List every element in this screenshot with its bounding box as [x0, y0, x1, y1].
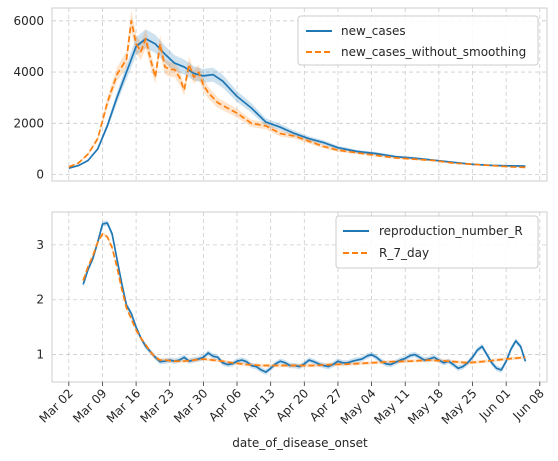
top-confidence-bands [68, 10, 526, 169]
confidence-band-0 [68, 29, 526, 169]
top-chart-panel: 0 2000 4000 6000 new_cases new_cases_withou… [13, 7, 548, 182]
x-tick-label: Mar 09 [70, 386, 109, 425]
x-tick-label: Jun 01 [476, 386, 513, 423]
x-tick-label: Mar 30 [171, 386, 210, 425]
x-tick-label: Mar 02 [37, 386, 76, 425]
bottom-y-tick-labels: 1 2 3 [36, 238, 44, 362]
series-line-1 [68, 19, 526, 169]
x-tick-label: May 04 [338, 386, 379, 427]
top-legend: new_cases new_cases_without_smoothing [297, 15, 539, 66]
x-tick-label: Jun 08 [510, 386, 547, 423]
y-tick-label: 3 [36, 238, 44, 252]
top-legend-label-0: new_cases [341, 24, 406, 38]
x-tick-label: Mar 16 [104, 386, 143, 425]
y-tick-label: 2 [36, 293, 44, 307]
x-tick-label: May 18 [405, 386, 446, 427]
x-tick-label: Apr 20 [273, 386, 311, 424]
top-legend-box [297, 15, 539, 66]
y-tick-label: 2000 [13, 116, 44, 130]
bottom-grid [52, 212, 547, 382]
x-axis-title: date_of_disease_onset [232, 436, 368, 450]
x-tick-label: Apr 13 [240, 386, 278, 424]
top-legend-label-1: new_cases_without_smoothing [341, 45, 526, 59]
x-tick-label: Mar 23 [137, 386, 176, 425]
series-line-1 [82, 233, 526, 367]
x-tick-label: May 25 [439, 386, 480, 427]
y-tick-label: 6000 [13, 14, 44, 28]
confidence-band-1 [68, 10, 526, 168]
bottom-legend-box [335, 215, 539, 269]
y-tick-label: 0 [36, 168, 44, 182]
top-y-tick-labels: 0 2000 4000 6000 [13, 14, 44, 182]
y-tick-label: 4000 [13, 65, 44, 79]
bottom-legend-label-1: R_7_day [379, 246, 429, 260]
bottom-legend-label-0: reproduction_number_R [379, 224, 523, 238]
y-tick-label: 1 [36, 348, 44, 362]
top-series-lines [68, 19, 526, 170]
bottom-legend: reproduction_number_R R_7_day [335, 215, 539, 269]
x-tick-label: Apr 06 [206, 386, 244, 424]
x-tick-label: May 11 [371, 386, 412, 427]
bottom-series-lines [82, 222, 527, 373]
